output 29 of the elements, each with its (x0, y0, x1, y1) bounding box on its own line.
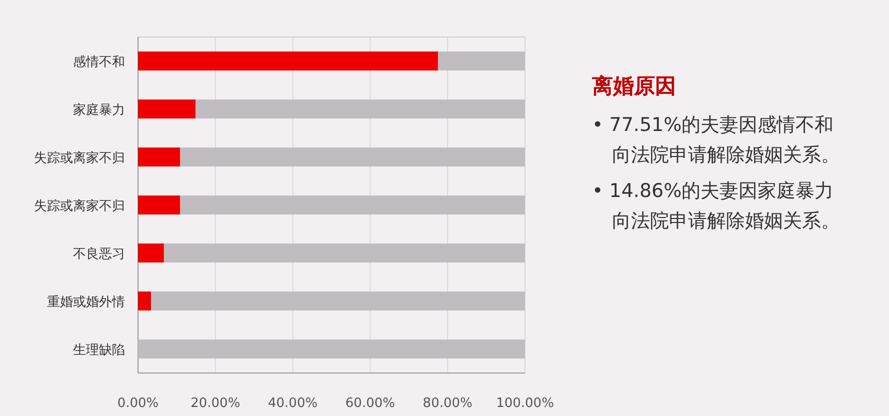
text: • 77.51%的夫妻因感情不和向法院申请解除婚姻关系。 (592, 113, 841, 168)
x-tick-label: 60.00% (345, 396, 395, 411)
bar (164, 244, 525, 262)
x-tick-label: 20.00% (190, 396, 240, 411)
bar (196, 100, 525, 118)
y-tick-label: 不良恶习 (73, 247, 125, 262)
bar (138, 196, 180, 214)
bar (138, 100, 196, 118)
text: 离婚原因 (592, 73, 677, 100)
y-tick-label: 失踪或离家不归 (34, 198, 125, 214)
bar (180, 196, 525, 214)
bar (151, 292, 525, 310)
bar (138, 148, 180, 166)
bar (138, 52, 438, 70)
y-tick-label: 失踪或离家不归 (34, 150, 125, 166)
y-tick-label: 生理缺陷 (73, 343, 125, 358)
y-tick-label: 家庭暴力 (73, 102, 125, 118)
bar (138, 244, 164, 262)
x-tick-label: 0.00% (117, 396, 159, 411)
text: • 14.86%的夫妻因家庭暴力向法院申请解除婚姻关系。 (592, 179, 841, 234)
x-tick-label: 40.00% (268, 396, 318, 411)
y-tick-label: 感情不和 (73, 55, 125, 70)
x-tick-label: 100.00% (496, 396, 554, 411)
bar (138, 340, 525, 358)
bar (138, 292, 152, 310)
x-tick-label: 80.00% (422, 396, 472, 411)
bar (180, 148, 525, 166)
bar (438, 52, 525, 70)
y-tick-label: 重婚或婚外情 (47, 295, 125, 310)
